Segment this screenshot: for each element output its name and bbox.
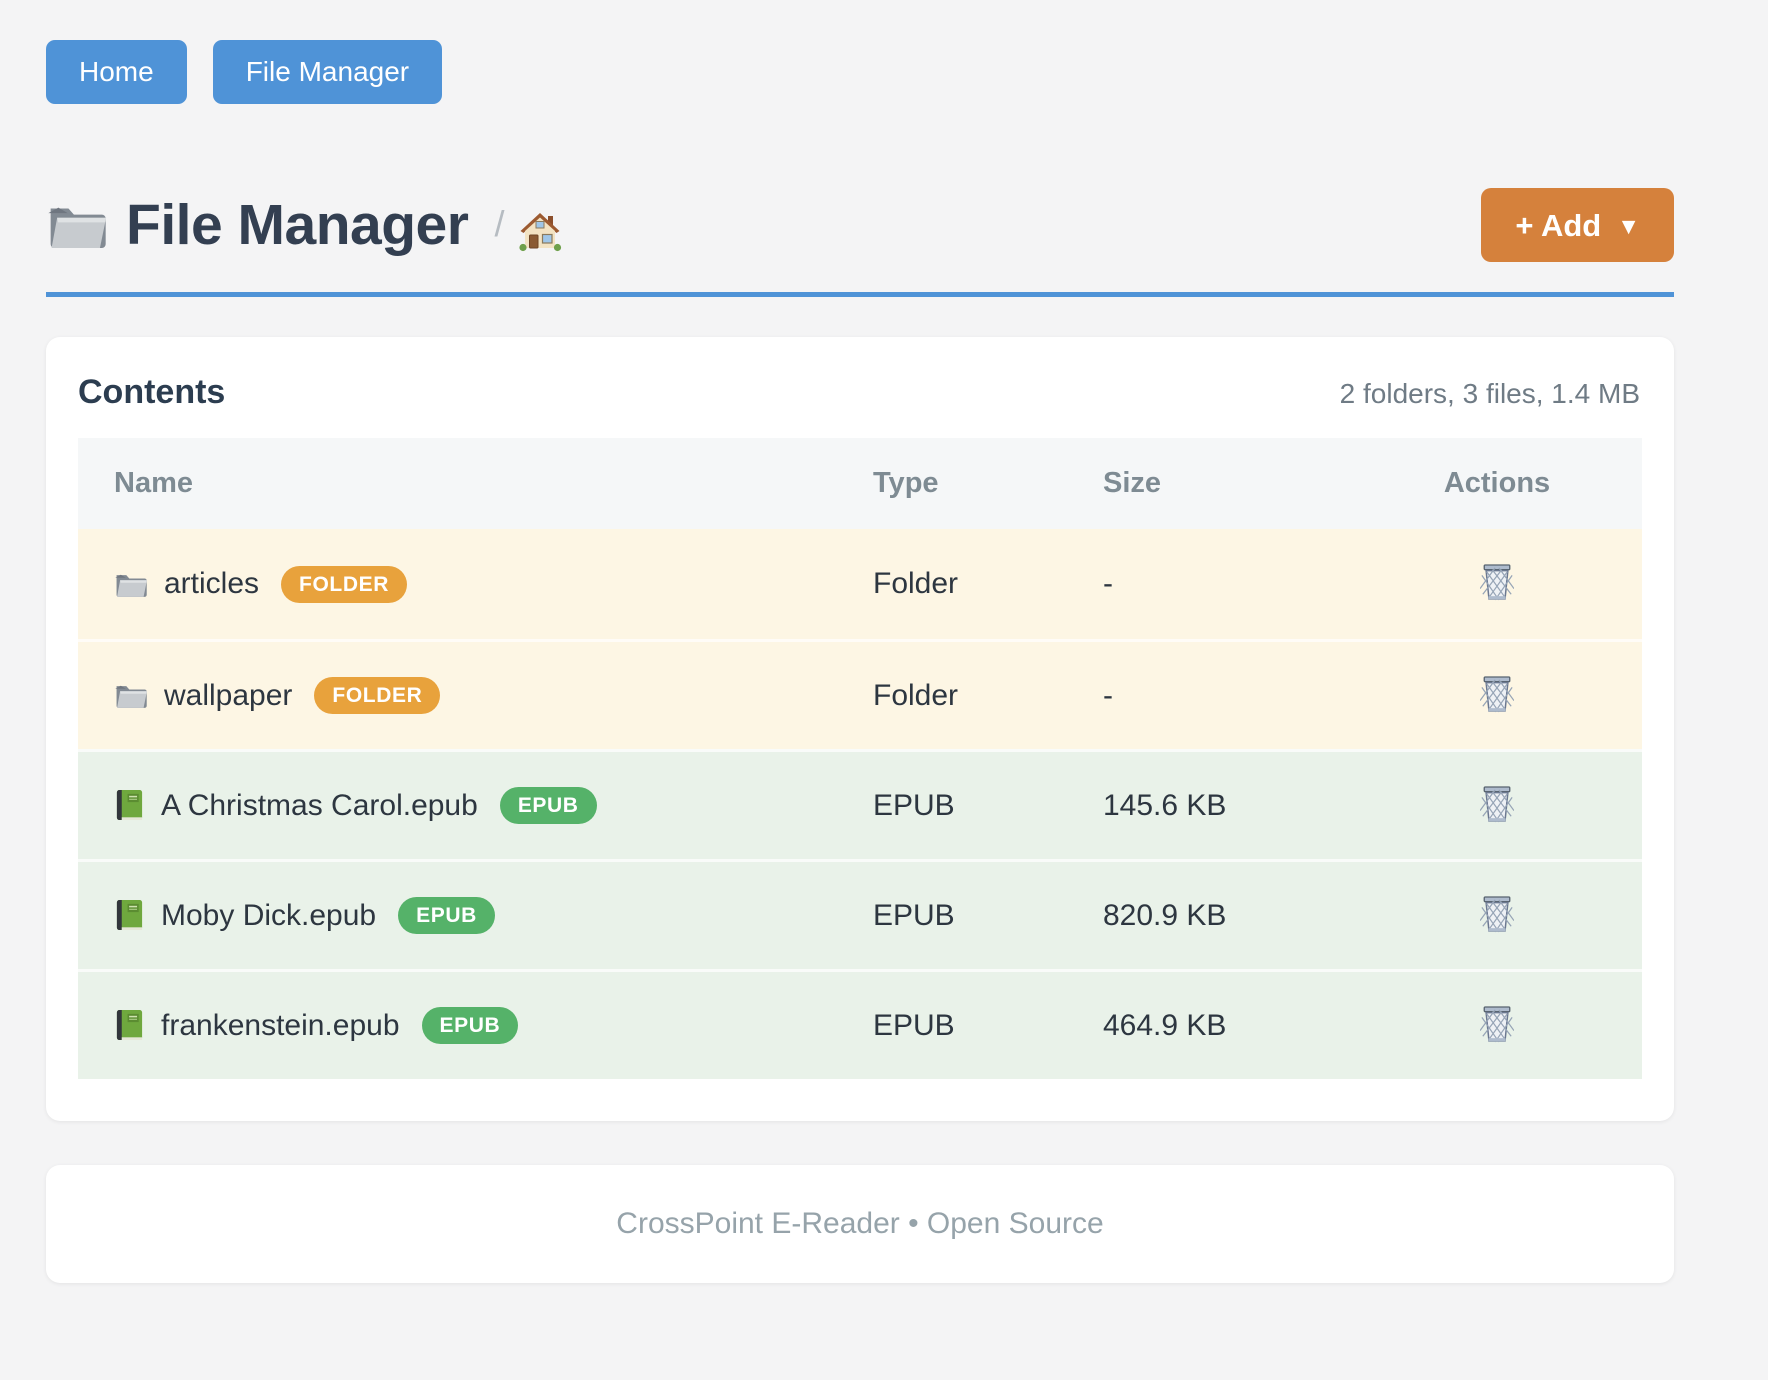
table-header-row: Name Type Size Actions <box>78 438 1642 529</box>
title-divider <box>46 292 1674 297</box>
file-type: EPUB <box>837 749 1067 859</box>
trash-icon <box>1480 674 1514 714</box>
file-table: Name Type Size Actions articles FOLDER F… <box>78 438 1642 1079</box>
column-header-type: Type <box>837 438 1067 529</box>
delete-button[interactable] <box>1476 780 1518 828</box>
file-type: EPUB <box>837 969 1067 1079</box>
table-row[interactable]: Moby Dick.epub EPUB EPUB 820.9 KB <box>78 859 1642 969</box>
file-type-badge: EPUB <box>421 1007 519 1044</box>
trash-icon <box>1480 1004 1514 1044</box>
file-size: 464.9 KB <box>1067 969 1352 1079</box>
column-header-name: Name <box>78 438 837 529</box>
file-type-badge: EPUB <box>499 787 597 824</box>
file-manager-page: Home File Manager File Manager / + Add ▼… <box>46 40 1674 1283</box>
column-header-size: Size <box>1067 438 1352 529</box>
book-icon <box>114 1008 145 1043</box>
add-button-label: + Add <box>1515 207 1602 243</box>
folder-icon <box>46 199 108 252</box>
file-type: Folder <box>837 529 1067 639</box>
page-header: File Manager / + Add ▼ <box>46 188 1674 262</box>
home-button[interactable]: Home <box>46 40 187 104</box>
file-type-badge: FOLDER <box>314 677 441 714</box>
file-size: 145.6 KB <box>1067 749 1352 859</box>
file-type: EPUB <box>837 859 1067 969</box>
file-type-badge: EPUB <box>398 897 495 934</box>
contents-card: Contents 2 folders, 3 files, 1.4 MB Name… <box>46 337 1674 1121</box>
page-title: File Manager <box>126 193 469 257</box>
file-size: - <box>1067 639 1352 749</box>
trash-icon <box>1480 894 1514 934</box>
add-button[interactable]: + Add ▼ <box>1481 188 1674 262</box>
file-size: 820.9 KB <box>1067 859 1352 969</box>
table-row[interactable]: articles FOLDER Folder - <box>78 529 1642 639</box>
footer: CrossPoint E-Reader • Open Source <box>46 1165 1674 1283</box>
file-name[interactable]: articles <box>164 567 260 600</box>
contents-card-header: Contents 2 folders, 3 files, 1.4 MB <box>78 373 1642 412</box>
file-name[interactable]: frankenstein.epub <box>161 1008 400 1042</box>
caret-down-icon: ▼ <box>1617 213 1640 239</box>
table-row[interactable]: frankenstein.epub EPUB EPUB 464.9 KB <box>78 969 1642 1079</box>
file-name[interactable]: A Christmas Carol.epub <box>161 788 478 822</box>
footer-text: CrossPoint E-Reader • Open Source <box>616 1207 1104 1240</box>
table-row[interactable]: A Christmas Carol.epub EPUB EPUB 145.6 K… <box>78 749 1642 859</box>
file-name[interactable]: Moby Dick.epub <box>161 898 377 932</box>
delete-button[interactable] <box>1476 1000 1518 1048</box>
breadcrumb-separator: / <box>494 203 505 244</box>
book-icon <box>114 898 145 933</box>
trash-icon <box>1480 562 1514 602</box>
trash-icon <box>1480 784 1514 824</box>
file-name[interactable]: wallpaper <box>164 678 293 712</box>
file-type-badge: FOLDER <box>281 565 407 603</box>
file-manager-button[interactable]: File Manager <box>212 40 443 104</box>
file-size: - <box>1067 529 1352 639</box>
table-row[interactable]: wallpaper FOLDER Folder - <box>78 639 1642 749</box>
folder-icon <box>114 570 148 599</box>
home-icon[interactable] <box>518 208 562 252</box>
delete-button[interactable] <box>1476 558 1518 606</box>
folder-icon <box>114 681 148 710</box>
contents-summary: 2 folders, 3 files, 1.4 MB <box>1339 378 1640 409</box>
title-group: File Manager / <box>46 192 562 258</box>
column-header-actions: Actions <box>1352 438 1642 529</box>
top-nav: Home File Manager <box>46 40 1674 104</box>
book-icon <box>114 788 145 823</box>
file-type: Folder <box>837 639 1067 749</box>
delete-button[interactable] <box>1476 670 1518 718</box>
delete-button[interactable] <box>1476 890 1518 938</box>
contents-title: Contents <box>78 373 226 411</box>
